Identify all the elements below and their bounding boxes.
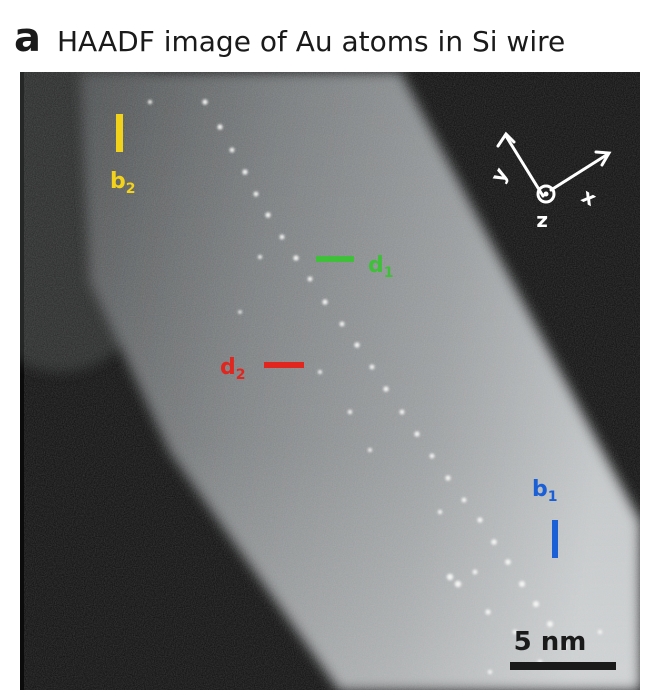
au-atom — [491, 539, 497, 545]
micrograph-svg: b2 d1 d2 b1 y x z 5 n — [20, 72, 640, 690]
au-atom — [242, 169, 248, 175]
au-atom — [265, 212, 271, 218]
au-atom — [354, 342, 360, 348]
au-atom — [446, 573, 454, 581]
marker-b1: b1 — [532, 477, 558, 558]
au-atom — [547, 621, 553, 627]
au-atom — [383, 386, 389, 392]
marker-b2-line — [116, 114, 123, 152]
si-nanowire — [80, 72, 640, 690]
marker-d1-line — [316, 256, 354, 262]
au-atom — [202, 99, 208, 105]
panel-letter: a — [14, 15, 41, 61]
z-axis-label: z — [536, 211, 548, 235]
x-arrowhead — [594, 150, 612, 167]
au-atom — [477, 517, 483, 523]
au-atom — [437, 509, 443, 515]
au-atom — [148, 100, 152, 104]
au-atom — [279, 234, 285, 240]
x-axis-arrow — [549, 152, 610, 192]
marker-d1: d1 — [316, 253, 394, 281]
marker-b1-line — [552, 520, 558, 558]
au-atom — [414, 431, 420, 437]
au-atom — [347, 409, 353, 415]
au-atom — [293, 255, 299, 261]
au-atom — [369, 364, 375, 370]
au-atom — [561, 643, 567, 649]
au-atom — [597, 629, 603, 635]
y-axis-arrow — [504, 134, 545, 198]
au-atom-chain — [148, 99, 603, 675]
au-atom — [339, 321, 345, 327]
au-atom — [318, 370, 322, 374]
au-atom — [472, 569, 478, 575]
scale-bar-label: 5 nm — [514, 627, 587, 657]
au-atom — [485, 609, 491, 615]
marker-d1-label: d1 — [368, 253, 394, 281]
au-atom — [253, 191, 259, 197]
figure-header: a HAADF image of Au atoms in Si wire — [14, 18, 565, 62]
marker-b1-label: b1 — [532, 477, 558, 505]
scale-bar-line — [510, 662, 616, 670]
haadf-micrograph: b2 d1 d2 b1 y x z 5 n — [20, 72, 640, 690]
au-atom — [461, 497, 467, 503]
scale-bar: 5 nm — [510, 627, 616, 670]
au-atom — [217, 124, 223, 130]
au-atom — [368, 448, 372, 452]
au-atom — [487, 669, 493, 675]
au-atom — [429, 453, 435, 459]
z-axis-circle — [536, 184, 556, 204]
au-atom — [512, 629, 518, 635]
coordinate-axes — [496, 131, 612, 204]
z-axis-dot — [543, 191, 549, 197]
au-atom — [454, 580, 462, 588]
au-atom — [519, 581, 525, 587]
marker-d2: d2 — [220, 355, 304, 383]
au-atom — [399, 409, 405, 415]
y-arrowhead — [496, 131, 516, 148]
au-atom — [258, 255, 262, 259]
au-atom — [238, 310, 242, 314]
au-atom — [505, 559, 511, 565]
au-atom — [229, 147, 235, 153]
marker-d2-label: d2 — [220, 355, 246, 383]
marker-b2-label: b2 — [110, 169, 136, 197]
au-atom — [322, 299, 328, 305]
marker-b2: b2 — [110, 114, 136, 197]
figure-title: HAADF image of Au atoms in Si wire — [57, 25, 566, 58]
au-atom — [445, 475, 451, 481]
marker-d2-line — [264, 362, 304, 368]
au-atom — [533, 601, 539, 607]
au-atom — [307, 276, 313, 282]
